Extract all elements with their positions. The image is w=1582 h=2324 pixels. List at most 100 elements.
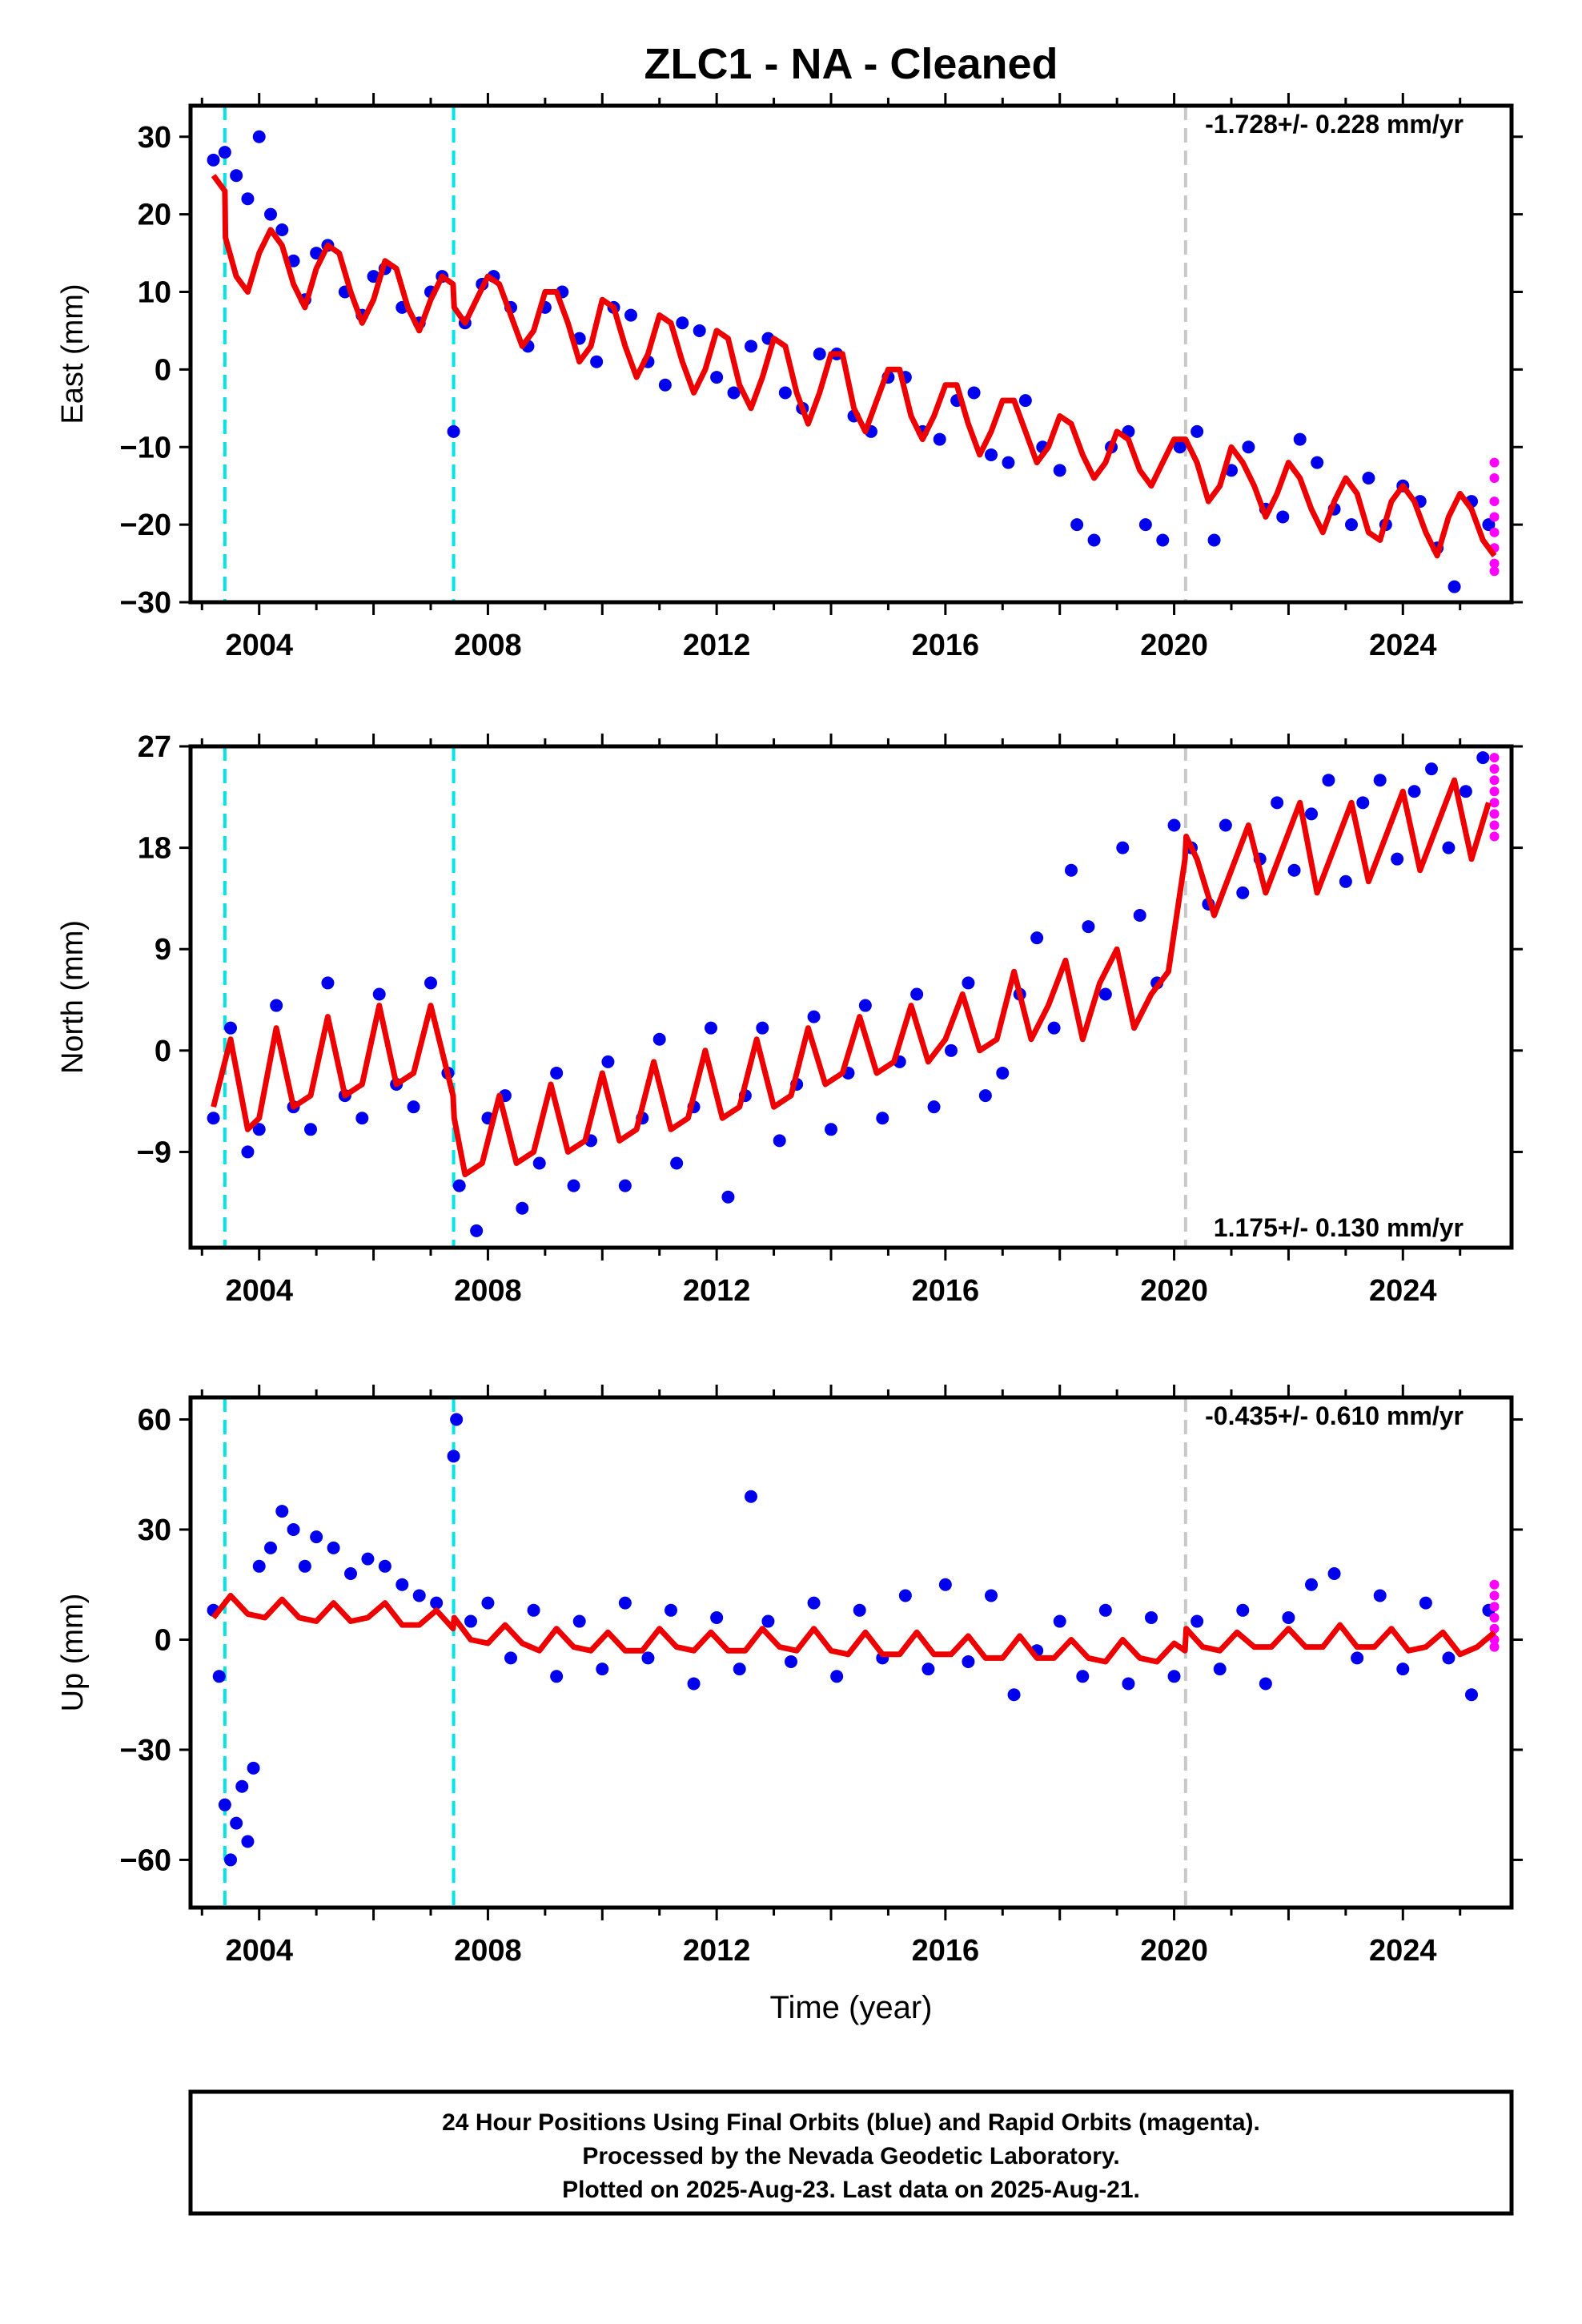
final-orbit-point (962, 1655, 975, 1668)
final-orbit-point (785, 1655, 797, 1668)
final-orbit-point (910, 987, 924, 1001)
rapid-orbit-point (1489, 1642, 1500, 1652)
final-orbit-point (1373, 1589, 1387, 1602)
final-orbit-point (481, 1596, 495, 1610)
panel-2: 27 18 9 0 −9 2004 2008 2012 2016 2020 2024 North (m… (56, 730, 1523, 1308)
final-orbit-point (1339, 875, 1352, 888)
final-orbit-point (985, 1589, 998, 1602)
x-tick-label: 2008 (454, 629, 522, 662)
final-orbit-point (527, 1603, 540, 1617)
final-orbit-point (550, 1066, 564, 1080)
final-orbit-point (921, 1663, 935, 1676)
final-orbit-point (470, 1224, 484, 1237)
x-tick-label: 2012 (683, 1274, 751, 1308)
y-tick-label: −9 (137, 1136, 171, 1169)
rapid-orbit-point (1489, 1612, 1500, 1622)
final-orbit-point (304, 1123, 317, 1136)
final-orbit-point (207, 153, 220, 167)
final-orbit-point (670, 1156, 684, 1170)
final-orbit-point (624, 308, 637, 322)
final-orbit-point (858, 999, 872, 1012)
final-orbit-point (761, 1614, 775, 1628)
model-line (211, 777, 1492, 1178)
y-tick-label: 30 (138, 121, 171, 155)
final-orbit-point (756, 1021, 769, 1035)
caption-line-1: 24 Hour Positions Using Final Orbits (bl… (442, 2109, 1260, 2136)
final-orbit-point (532, 1156, 546, 1170)
final-orbit-point (516, 1201, 529, 1215)
final-orbit-point (1047, 1021, 1061, 1035)
final-orbit-point (287, 1522, 300, 1536)
final-orbit-point (321, 976, 335, 990)
final-orbit-point (327, 1541, 340, 1554)
final-orbit-point (1345, 518, 1358, 532)
y-axis-label: East (mm) (56, 283, 90, 424)
final-orbit-point (264, 1541, 277, 1554)
x-tick-label: 2016 (912, 1274, 980, 1308)
final-orbit-point (344, 1566, 357, 1580)
chart-title: ZLC1 - NA - Cleaned (644, 40, 1058, 88)
x-tick-label: 2024 (1369, 1934, 1437, 1968)
final-orbit-point (641, 1651, 655, 1665)
final-orbit-point (1287, 863, 1301, 877)
final-orbit-point (1482, 518, 1496, 532)
rapid-orbit-point (1489, 1602, 1500, 1612)
final-orbit-point (967, 386, 981, 400)
y-tick-label: 0 (155, 1035, 171, 1068)
final-orbit-point (241, 192, 255, 206)
final-orbit-point (1327, 1566, 1341, 1580)
final-orbit-point (773, 1134, 786, 1148)
final-orbit-point (1087, 533, 1101, 547)
x-tick-label: 2020 (1140, 1934, 1208, 1968)
y-tick-label: −60 (120, 1844, 171, 1877)
final-orbit-point (938, 1578, 952, 1591)
final-orbit-point (1098, 987, 1112, 1001)
final-orbit-point (1191, 1614, 1204, 1628)
final-orbit-point (1447, 580, 1461, 593)
final-orbit-point (1373, 774, 1387, 787)
final-orbit-point (1030, 931, 1044, 945)
final-orbit-point (1167, 1670, 1181, 1683)
y-tick-label: −30 (120, 586, 171, 620)
final-orbit-point (1356, 796, 1370, 810)
final-orbit-point (1173, 440, 1186, 454)
final-orbit-point (447, 1449, 460, 1463)
x-tick-label: 2020 (1140, 1274, 1208, 1308)
y-tick-label: 0 (155, 353, 171, 387)
final-orbit-point (853, 1603, 866, 1617)
final-orbit-point (1282, 1610, 1295, 1624)
final-orbit-point (1305, 807, 1318, 821)
final-orbit-point (430, 1596, 444, 1610)
final-orbit-point (372, 987, 386, 1001)
plot-area (207, 746, 1500, 1248)
rapid-orbit-point (1489, 809, 1500, 819)
final-orbit-point (813, 348, 826, 360)
final-orbit-point (1351, 1651, 1364, 1665)
rapid-orbit-point (1489, 527, 1500, 537)
final-orbit-point (1242, 440, 1255, 454)
final-orbit-point (658, 378, 672, 392)
y-tick-label: −10 (120, 431, 171, 464)
final-orbit-point (962, 976, 975, 990)
x-tick-label: 2004 (225, 1934, 293, 1968)
final-orbit-point (1311, 456, 1324, 469)
y-tick-label: 27 (138, 730, 171, 764)
panel-frame (188, 103, 1514, 605)
final-orbit-point (1293, 432, 1307, 446)
final-orbit-point (1396, 1663, 1410, 1676)
y-axis-label: North (mm) (56, 920, 90, 1074)
final-orbit-point (235, 1779, 249, 1793)
x-tick-label: 2020 (1140, 629, 1208, 662)
final-orbit-point (1476, 751, 1490, 765)
final-orbit-point (450, 1413, 464, 1426)
final-orbit-point (252, 130, 266, 143)
final-orbit-point (876, 1112, 889, 1125)
y-tick-label: 18 (138, 832, 171, 866)
final-orbit-point (1305, 1578, 1318, 1591)
final-orbit-point (596, 1663, 609, 1676)
rapid-orbit-point (1489, 753, 1500, 763)
final-orbit-point (1236, 1603, 1250, 1617)
final-orbit-point (1007, 1688, 1021, 1702)
rapid-orbit-point (1489, 1579, 1500, 1590)
